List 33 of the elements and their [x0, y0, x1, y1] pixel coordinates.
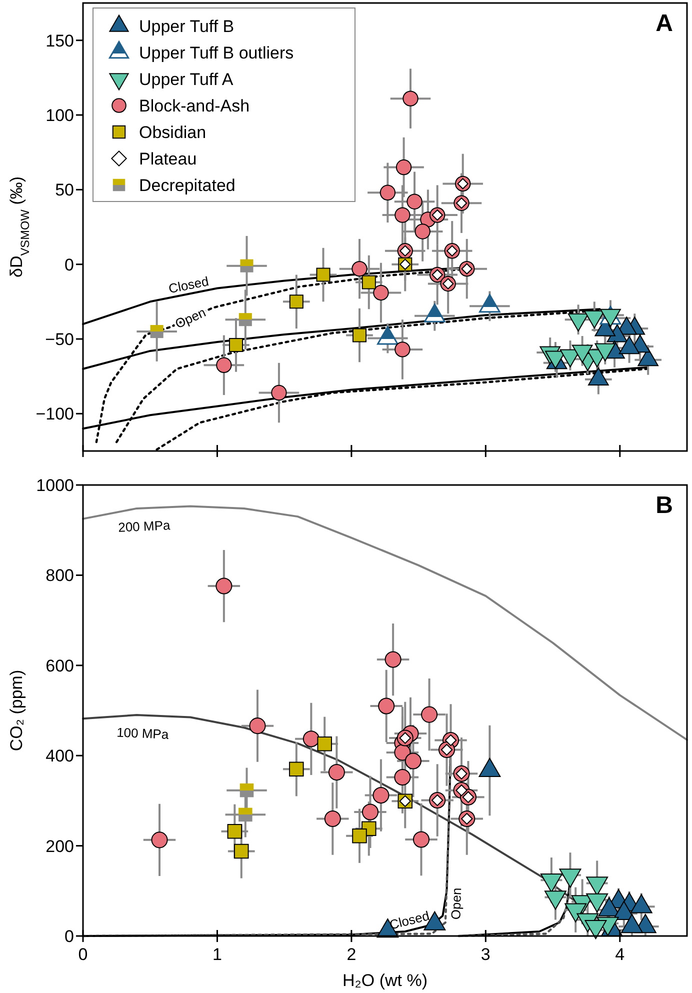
- annotation: Closed: [167, 274, 210, 296]
- y-tick-label: 800: [46, 566, 74, 586]
- annotation: Closed: [388, 908, 431, 932]
- legend-label: Obsidian: [139, 123, 206, 142]
- y-tick-label: −50: [45, 330, 74, 349]
- y-tick-label: 0: [64, 255, 74, 274]
- annotation: Open: [448, 887, 464, 920]
- x-axis-title: H₂O (wt %): [342, 971, 428, 990]
- annotation: A: [656, 10, 673, 37]
- y-tick-label: 100: [46, 106, 74, 125]
- x-tick-label: 3: [480, 945, 490, 964]
- legend-label: Upper Tuff A: [139, 70, 234, 89]
- legend-label: Upper Tuff B outliers: [139, 44, 294, 62]
- y-tick-label: 50: [55, 180, 74, 200]
- annotation: B: [656, 492, 673, 519]
- y-axis-title: CO₂ (ppm): [7, 670, 26, 752]
- y-tick-label: 150: [46, 31, 74, 50]
- annotation: 100 MPa: [116, 724, 170, 742]
- y-tick-label: 600: [46, 656, 74, 676]
- legend-label: Decrepitated: [139, 176, 236, 195]
- y-tick-label: 200: [46, 836, 74, 856]
- x-tick-label: 0: [78, 945, 88, 964]
- x-tick-label: 2: [346, 945, 356, 964]
- x-tick-label: 1: [212, 945, 222, 964]
- y-tick-label: 1000: [36, 476, 74, 495]
- annotation: 200 MPa: [118, 518, 172, 535]
- y-tick-label: 400: [46, 746, 74, 766]
- legend-label: Block-and-Ash: [139, 96, 250, 116]
- x-tick-label: 4: [615, 945, 625, 964]
- legend-label: Plateau: [139, 150, 197, 168]
- y-tick-label: 0: [64, 927, 74, 946]
- legend-label: Upper Tuff B: [139, 17, 234, 36]
- y-tick-label: −100: [36, 404, 74, 424]
